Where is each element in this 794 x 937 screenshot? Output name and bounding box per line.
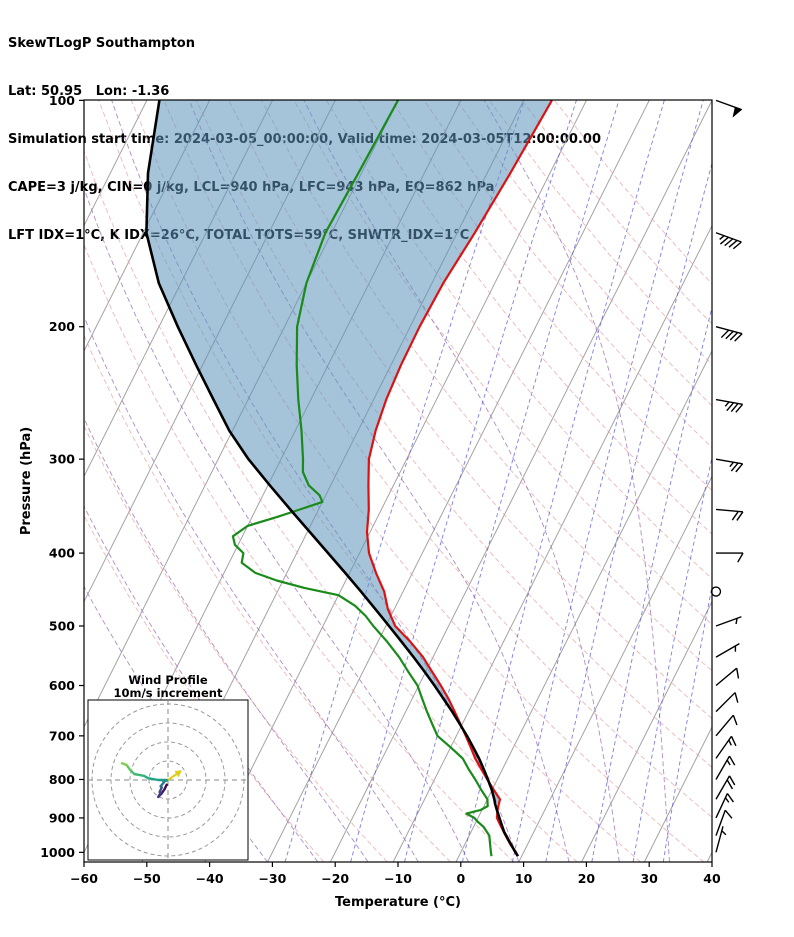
wind-barb [715, 616, 742, 627]
y-tick-label: 800 [49, 772, 75, 787]
y-tick-label: 500 [49, 618, 75, 633]
temperature-line [365, 100, 553, 857]
wind-barb [715, 755, 736, 780]
dewpoint-line [231, 100, 493, 857]
wind-barb [715, 775, 736, 800]
hodograph-subtitle: 10m/s increment [114, 686, 223, 700]
x-tick-label: −30 [258, 871, 286, 886]
y-tick-label: 600 [49, 678, 75, 693]
hodograph-ring [91, 703, 245, 857]
y-tick-label: 200 [49, 319, 75, 334]
wind-barb [710, 586, 722, 597]
wind-barb [715, 99, 743, 118]
hodograph-ring [110, 722, 226, 838]
wind-barb [715, 458, 744, 473]
x-tick-label: 20 [578, 871, 596, 886]
wind-barb [715, 793, 735, 819]
wind-barb [715, 508, 744, 521]
wind-barb [715, 735, 737, 759]
y-tick-label: 400 [49, 546, 75, 561]
x-axis-label: Temperature (°C) [335, 895, 461, 910]
x-tick-label: −10 [384, 871, 412, 886]
wind-barb [715, 232, 742, 250]
wind-barb-column [710, 99, 744, 853]
wind-barb [715, 667, 740, 687]
y-tick-label: 300 [49, 452, 75, 467]
x-tick-label: −50 [133, 871, 161, 886]
y-tick-label: 700 [49, 728, 75, 743]
header-latlon: Lat: 50.95 Lon: -1.36 [8, 84, 170, 99]
x-tick-label: −40 [196, 871, 224, 886]
wind-barb [715, 692, 739, 713]
hodograph-line [120, 762, 170, 799]
y-tick-label: 1000 [40, 845, 75, 860]
cape-cin-shading [146, 100, 552, 804]
skewt-background [84, 100, 712, 862]
wind-barb [716, 552, 744, 563]
sounding-profiles [145, 100, 553, 857]
wind-barb [715, 398, 744, 413]
wind-barb [715, 714, 738, 737]
y-tick-label: 100 [49, 93, 75, 108]
hodograph-ring [148, 760, 188, 800]
y-tick-label: 900 [49, 810, 75, 825]
hodograph-motion-arrow [167, 770, 182, 781]
x-tick-label: 40 [703, 871, 721, 886]
wind-barb [715, 642, 740, 658]
y-axis-label: Pressure (hPa) [19, 427, 34, 535]
hodograph-ring [129, 741, 207, 819]
x-tick-label: 10 [515, 871, 533, 886]
wind-barb [715, 326, 743, 342]
x-tick-label: 0 [456, 871, 465, 886]
x-tick-label: −20 [321, 871, 349, 886]
x-tick-label: −60 [70, 871, 98, 886]
wind-barb [715, 809, 733, 836]
wind-barb [715, 826, 727, 853]
header-title: SkewTLogP Southampton [8, 36, 195, 51]
parcel-line [145, 100, 519, 857]
x-tick-label: 30 [640, 871, 658, 886]
hodograph-title: Wind Profile [128, 673, 208, 687]
